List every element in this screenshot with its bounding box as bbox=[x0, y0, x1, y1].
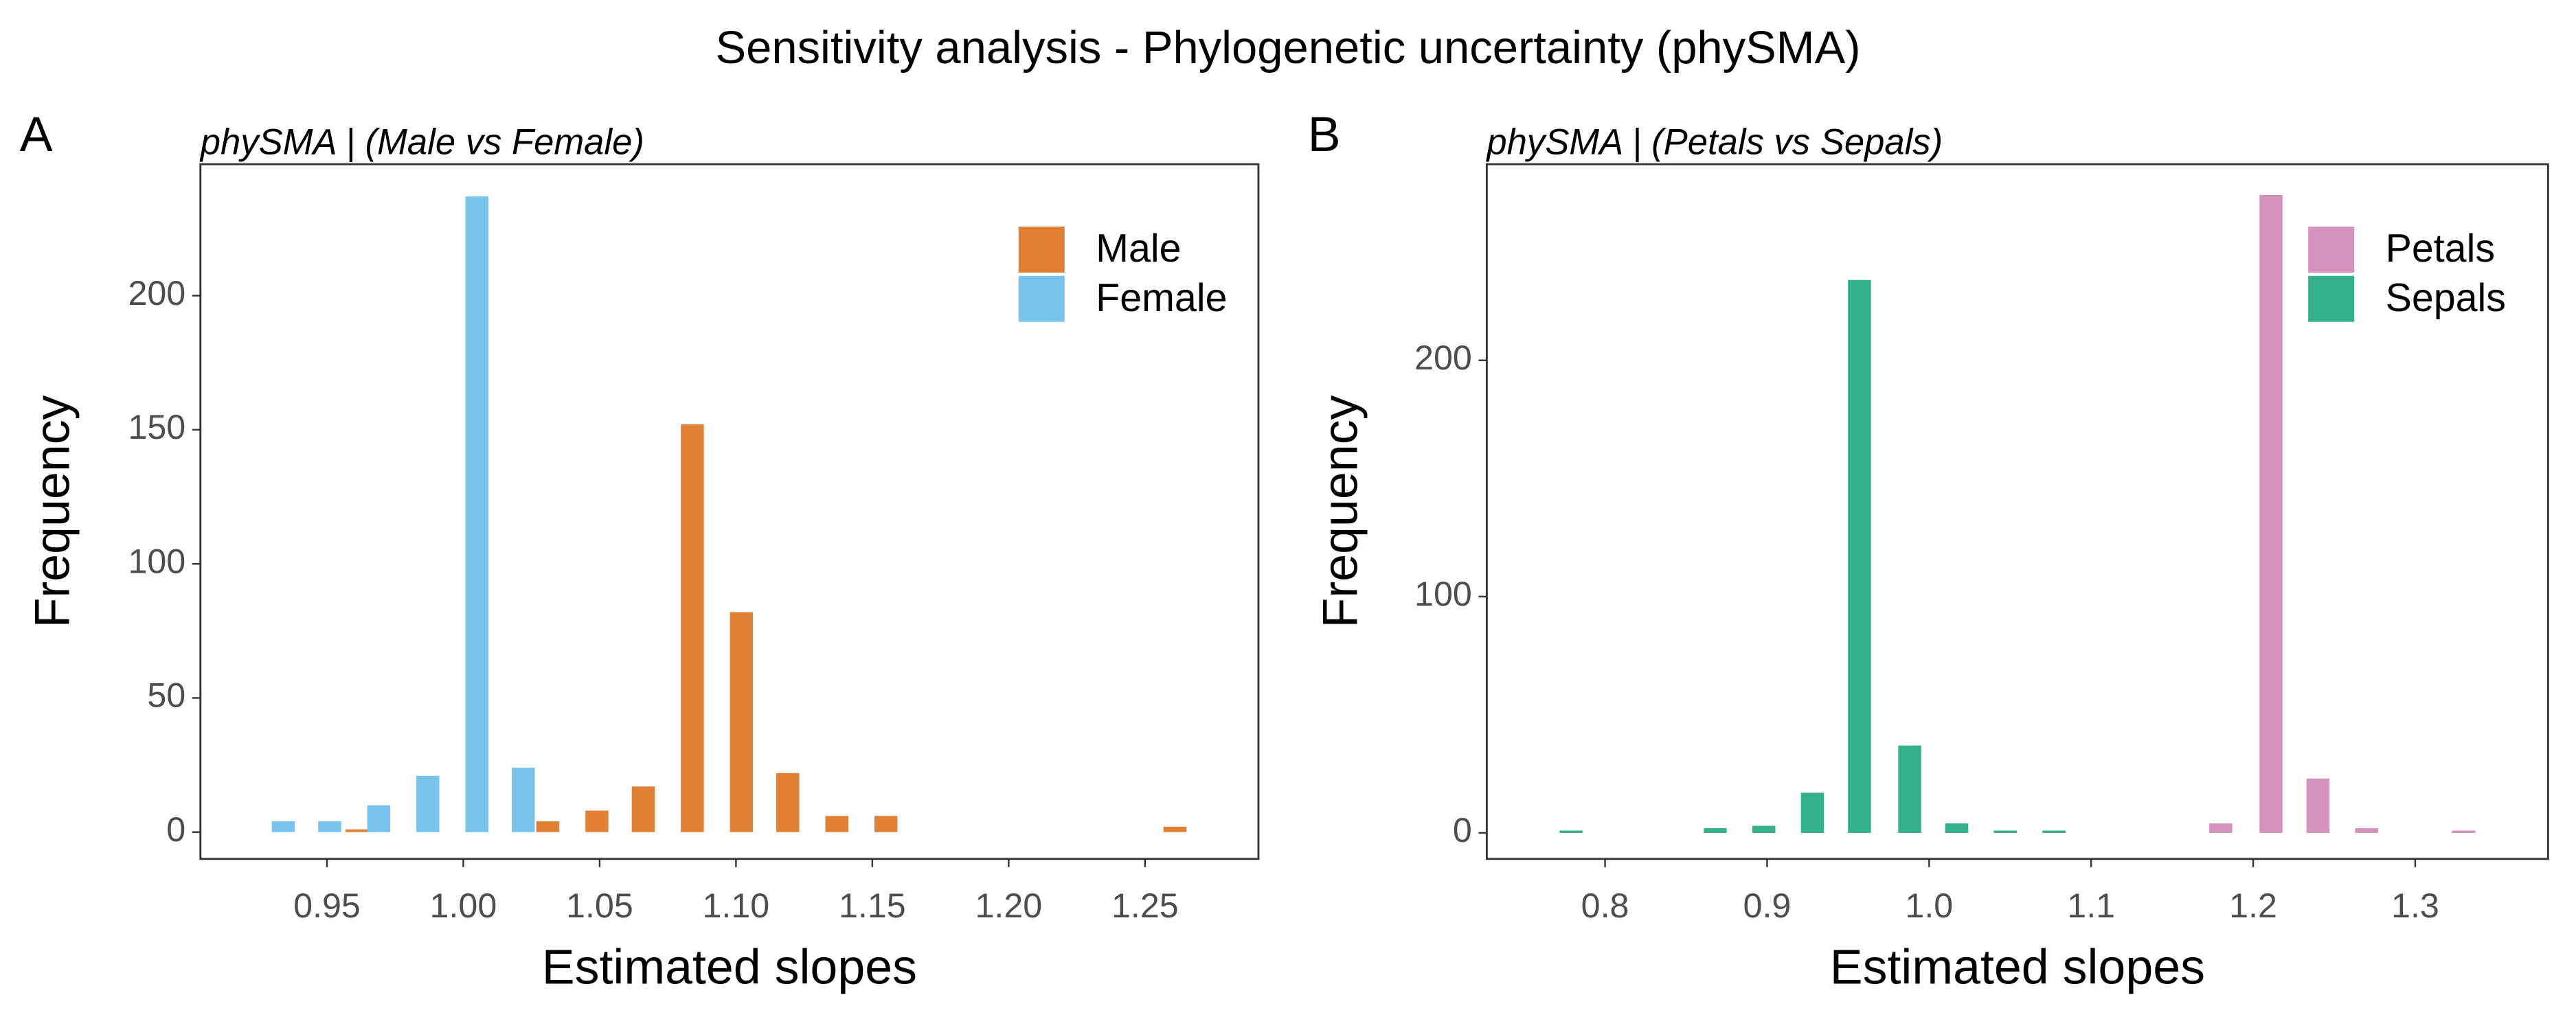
bar bbox=[1704, 828, 1727, 833]
y-tick-label: 200 bbox=[1414, 339, 1472, 377]
legend-swatch bbox=[2308, 275, 2355, 322]
bar bbox=[345, 829, 369, 832]
bar bbox=[318, 821, 341, 832]
x-tick-label: 1.2 bbox=[2229, 886, 2277, 925]
bar bbox=[776, 772, 800, 832]
panel-label: B bbox=[1308, 107, 1341, 162]
bar bbox=[2259, 194, 2283, 833]
figure-title: Sensitivity analysis - Phylogenetic unce… bbox=[715, 22, 1860, 73]
y-tick-label: 150 bbox=[128, 408, 185, 446]
bar bbox=[1559, 830, 1583, 833]
bar bbox=[825, 816, 849, 832]
bar bbox=[1945, 823, 1969, 833]
y-axis-title: Frequency bbox=[1313, 395, 1368, 628]
x-tick-label: 1.1 bbox=[2067, 886, 2115, 925]
bar bbox=[2355, 828, 2378, 833]
bar bbox=[536, 821, 560, 832]
legend-label: Sepals bbox=[2386, 276, 2506, 320]
x-tick-label: 0.8 bbox=[1581, 886, 1629, 925]
bar bbox=[1163, 826, 1187, 832]
x-tick-label: 1.15 bbox=[839, 886, 906, 925]
legend-swatch bbox=[2308, 227, 2355, 273]
bar bbox=[1752, 825, 1776, 833]
bar bbox=[585, 810, 609, 832]
bar bbox=[271, 821, 295, 832]
legend-label: Female bbox=[1096, 276, 1227, 320]
legend-label: Petals bbox=[2386, 227, 2495, 271]
x-axis-title: Estimated slopes bbox=[542, 939, 917, 994]
y-axis-title: Frequency bbox=[25, 395, 80, 628]
panel-subtitle: phySMA | (Male vs Female) bbox=[199, 122, 644, 162]
x-tick-label: 1.0 bbox=[1905, 886, 1953, 925]
legend-label: Male bbox=[1096, 227, 1181, 271]
y-tick-label: 100 bbox=[128, 542, 185, 580]
bar bbox=[1898, 745, 1921, 833]
bar bbox=[416, 775, 440, 832]
x-axis-title: Estimated slopes bbox=[1830, 939, 2205, 994]
panel-subtitle: phySMA | (Petals vs Sepals) bbox=[1485, 122, 1943, 162]
bar bbox=[631, 786, 655, 832]
bar bbox=[2042, 830, 2066, 833]
x-tick-label: 1.05 bbox=[566, 886, 633, 925]
y-tick-label: 0 bbox=[1453, 811, 1472, 849]
bar bbox=[367, 805, 391, 832]
bar bbox=[465, 196, 489, 832]
bar bbox=[512, 767, 535, 832]
bar bbox=[1848, 279, 1871, 833]
legend-swatch bbox=[1018, 227, 1065, 273]
legend-swatch bbox=[1018, 275, 1065, 322]
bar bbox=[1800, 792, 1824, 833]
x-tick-label: 0.9 bbox=[1743, 886, 1792, 925]
bar bbox=[2209, 823, 2233, 833]
x-tick-label: 1.00 bbox=[430, 886, 497, 925]
y-tick-label: 0 bbox=[166, 810, 185, 849]
bar bbox=[681, 424, 704, 832]
bar bbox=[1993, 830, 2017, 833]
bar bbox=[2306, 778, 2330, 833]
bar bbox=[874, 816, 898, 832]
bar bbox=[730, 612, 754, 832]
plot-border bbox=[199, 163, 1260, 860]
x-tick-label: 0.95 bbox=[293, 886, 361, 925]
x-tick-label: 1.10 bbox=[703, 886, 770, 925]
x-tick-label: 1.3 bbox=[2391, 886, 2439, 925]
y-tick-label: 200 bbox=[128, 274, 185, 312]
y-tick-label: 100 bbox=[1414, 575, 1472, 613]
panel-label: A bbox=[20, 107, 53, 162]
plot-border bbox=[1485, 163, 2549, 860]
x-tick-label: 1.25 bbox=[1111, 886, 1179, 925]
bar bbox=[2452, 830, 2476, 833]
y-tick-label: 50 bbox=[147, 676, 185, 715]
x-tick-label: 1.20 bbox=[975, 886, 1042, 925]
